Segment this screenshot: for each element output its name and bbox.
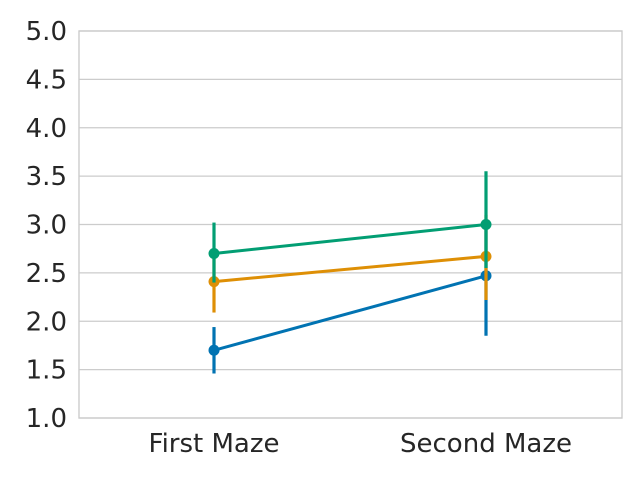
data-point [208,248,220,260]
y-tick-label: 1.5 [26,356,67,386]
y-tick-label: 3.0 [26,211,67,241]
x-axis: First Maze Second Maze [149,429,572,459]
y-axis: 1.0 1.5 2.0 2.5 3.0 3.5 4.0 4.5 5.0 [26,17,67,434]
y-tick-label: 4.5 [26,65,67,95]
data-point [480,219,492,230]
series-3 [208,171,492,283]
series-line [213,254,487,284]
x-tick-label: First Maze [149,429,280,459]
series-line [213,223,487,256]
y-tick-label: 4.0 [26,114,67,144]
series-1 [208,219,492,374]
x-tick-label: Second Maze [400,429,572,459]
y-tick-label: 1.0 [26,404,67,434]
y-tick-label: 2.5 [26,259,67,289]
grid [79,30,622,419]
plot-frame [78,30,623,419]
series-line [213,274,487,352]
y-tick-label: 5.0 [26,17,67,47]
series-group [208,171,492,374]
data-point [208,344,220,356]
y-tick-label: 3.5 [26,162,67,192]
y-tick-label: 2.0 [26,307,67,337]
